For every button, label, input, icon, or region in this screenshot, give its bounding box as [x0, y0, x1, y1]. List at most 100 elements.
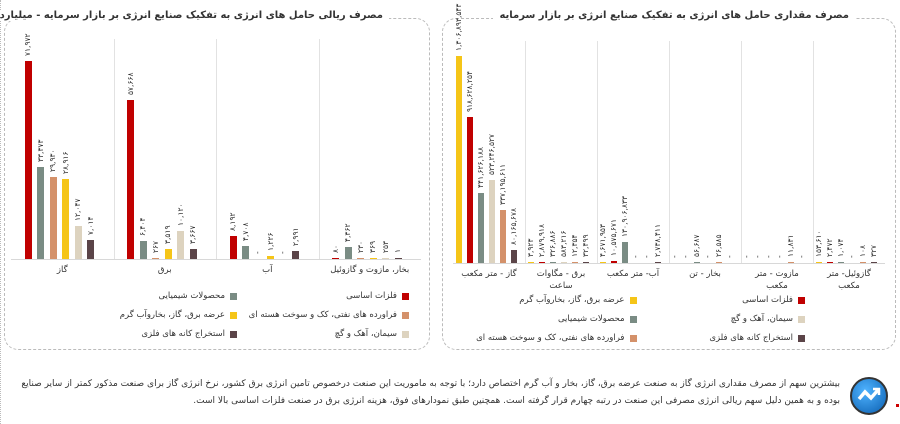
data-label: ۲,۷۳۸,۴۱۱ — [653, 224, 662, 257]
bar — [550, 262, 556, 263]
data-label: - — [753, 254, 762, 258]
data-label: ۱۵۳,۶۱۰ — [814, 230, 823, 257]
bar — [716, 262, 722, 263]
bar — [539, 262, 545, 263]
page-edge — [0, 0, 2, 424]
legend-item: استخراج کانه های فلزی — [637, 333, 805, 343]
legend-swatch — [798, 315, 805, 323]
bar — [189, 248, 197, 259]
bar — [478, 192, 484, 263]
bar — [572, 262, 578, 263]
bar — [467, 117, 473, 263]
data-label: ۸,۱۹۲ — [228, 212, 238, 232]
decoration — [896, 404, 899, 407]
data-label: - — [764, 254, 773, 258]
legend-label: فراورده های نفتی، کک و سوخت هسته ای — [476, 333, 625, 343]
category-label: برق — [157, 265, 172, 275]
bar — [500, 209, 506, 263]
data-label: ۲۶,۵۸۵ — [714, 234, 723, 257]
data-label: - — [631, 254, 640, 258]
legend-item: سیمان، آهک و گچ — [237, 329, 409, 339]
bar — [332, 258, 340, 259]
legend-item: فراورده های نفتی، کک و سوخت هسته ای — [237, 310, 409, 320]
data-label: ۱۲,۳۵۴ — [570, 234, 579, 257]
data-label: ۴,۷۰۸ — [240, 222, 250, 242]
category-label: بخار، مازوت و گازوئیل — [330, 265, 410, 275]
group-divider — [813, 41, 814, 263]
legend-label: سیمان، آهک و گچ — [730, 314, 793, 324]
legend-swatch — [798, 296, 805, 304]
plot-area: گاز ۷۱,۹۷۲ ۳۳,۳۷۳ ۲۹,۹۳۰ ۲۸,۹۱۶ ۱۲,۰۴۷ ۷,۰۱۴ بر… — [11, 34, 421, 275]
category-label: برق - مگاوات ساعت — [536, 269, 586, 291]
legend-label: فراورده های نفتی، کک و سوخت هسته ای — [248, 310, 397, 320]
legend-swatch — [402, 330, 409, 338]
data-label: ۳۶۹ — [368, 240, 378, 253]
data-label: - — [703, 254, 712, 258]
data-label: ۱,۰۷۴ — [836, 238, 845, 258]
bar — [177, 231, 185, 259]
data-label: ۳,۹۲۳ — [526, 238, 535, 258]
data-label: ۱۰,۱۲۰ — [175, 203, 185, 227]
bar — [860, 262, 866, 263]
bar — [292, 250, 300, 259]
bar — [827, 262, 833, 263]
data-label: ۲۶۷ — [150, 240, 160, 253]
bar — [267, 255, 275, 259]
category-label: مازوت - متر مکعب — [755, 269, 799, 291]
bar — [369, 257, 377, 259]
bar — [528, 262, 534, 263]
quantity-consumption-chart: مصرف مقداری حامل های انرژی به تفکیک صنای… — [442, 3, 896, 350]
bar — [788, 262, 794, 263]
legend-label: استخراج کانه های فلزی — [141, 329, 225, 339]
data-label: ۲,۴۷۲ — [825, 238, 834, 258]
legend-label: محصولات شیمیایی — [158, 291, 225, 301]
legend-swatch — [629, 315, 637, 323]
bar — [344, 247, 352, 259]
data-label: ۵۲۳,۲۴۶,۵۲۷ — [487, 133, 496, 176]
data-label: ۳۳۷,۱۹۵,۶۱۱ — [498, 163, 507, 205]
category-label: بخار - تن — [689, 269, 721, 279]
legend-label: سیمان، آهک و گچ — [334, 329, 397, 339]
bar — [87, 239, 95, 259]
legend: فلزات اساسی محصولات شیمیایی فراورده های نف… — [65, 291, 409, 339]
bar — [622, 242, 628, 263]
legend-label: محصولات شیمیایی — [557, 314, 625, 324]
data-label: ۱۳۰,۹۰۶,۸۳۳ — [620, 196, 629, 238]
analysis-note: بیشترین سهم از مصرف مقداری انرژی گاز به … — [21, 379, 840, 406]
bar — [694, 262, 700, 263]
data-label: ۹۱۸,۶۲۸,۲۵۴ — [465, 71, 474, 113]
legend-swatch — [629, 296, 637, 304]
group-divider — [216, 39, 217, 259]
chart-title: مصرف مقداری حامل های انرژی به تفکیک صنای… — [493, 10, 855, 21]
data-label: ۲,۹۹۱ — [290, 227, 300, 246]
legend-swatch — [230, 292, 237, 300]
bar — [164, 249, 172, 259]
data-label: - — [642, 254, 651, 258]
category-label: گاز - متر مکعب — [461, 269, 517, 279]
bar — [655, 262, 661, 263]
data-label: - — [797, 254, 806, 258]
bar — [600, 262, 606, 263]
legend-swatch — [402, 292, 409, 300]
legend-swatch — [230, 311, 237, 319]
data-label: ۴۴۱,۶۲۶,۱۸۸ — [476, 146, 485, 188]
data-label: ۱,۳۰۶,۸۹۳,۵۴۳ — [454, 3, 463, 51]
legend-item: استخراج کانه های فلزی — [65, 329, 237, 339]
legend-item: محصولات شیمیایی — [65, 291, 237, 301]
bar — [24, 61, 32, 259]
legend: فلزات اساسی عرضه برق، گاز، بخاروآب گرم سیم… — [468, 295, 805, 343]
chart-title: مصرف ریالی حامل های انرژی به تفکیک صنایع… — [0, 10, 389, 21]
bar — [74, 225, 82, 259]
data-label: ۱۰,۵۷۵,۶۷۱ — [609, 219, 618, 257]
data-label: ۴,۶۷۱,۹۵۳ — [598, 224, 607, 257]
bar — [511, 250, 517, 263]
legend-item: سیمان، آهک و گچ — [637, 314, 805, 324]
data-label: ۲۹,۹۳۰ — [48, 149, 58, 172]
bar — [152, 258, 160, 259]
group-divider — [597, 41, 598, 263]
data-label: ۱۲,۰۴۷ — [73, 198, 83, 221]
bar — [816, 262, 822, 263]
data-label: ۵۸۳,۲۱۶ — [559, 230, 568, 257]
data-label: - — [775, 254, 784, 258]
data-label: ۷,۰۱۴ — [85, 216, 95, 235]
